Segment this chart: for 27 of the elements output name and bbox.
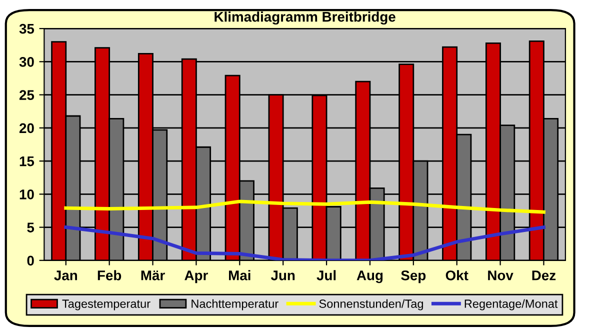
y-tick-label: 20 bbox=[19, 123, 34, 134]
x-tick-label: Jul bbox=[316, 270, 336, 280]
legend-label: Regentage/Monat bbox=[464, 299, 558, 310]
x-tick-label: Dez bbox=[532, 270, 556, 280]
y-tick-label: 5 bbox=[27, 222, 34, 232]
x-tick-label: Feb bbox=[98, 270, 122, 280]
line-series bbox=[64, 200, 546, 214]
x-tick-label: Sep bbox=[401, 270, 426, 284]
y-tick-label: 15 bbox=[20, 156, 34, 166]
x-tick-label: Mai bbox=[229, 270, 250, 280]
line-series bbox=[64, 226, 546, 260]
y-tick-label: 10 bbox=[20, 189, 34, 200]
legend-label: Tagestemperatur bbox=[62, 300, 150, 310]
x-tick-label: Mär bbox=[141, 270, 165, 280]
x-tick-label: Okt bbox=[446, 270, 468, 280]
x-tick-label: Nov bbox=[488, 270, 514, 280]
legend-label: Nachttemperatur bbox=[192, 299, 278, 310]
chart-title: Klimadiagramm Breitbridge bbox=[214, 12, 396, 25]
x-tick-label: Jun bbox=[270, 270, 295, 280]
y-tick-label: 0 bbox=[27, 256, 34, 266]
legend-label: Sonnenstunden/Tag bbox=[319, 299, 423, 310]
x-tick-label: Jan bbox=[54, 270, 77, 280]
y-tick-label: 25 bbox=[19, 90, 34, 100]
y-tick-label: 30 bbox=[19, 57, 34, 67]
y-tick-label: 35 bbox=[19, 24, 34, 34]
x-tick-label: Apr bbox=[184, 270, 208, 284]
x-tick-label: Aug bbox=[356, 270, 383, 284]
